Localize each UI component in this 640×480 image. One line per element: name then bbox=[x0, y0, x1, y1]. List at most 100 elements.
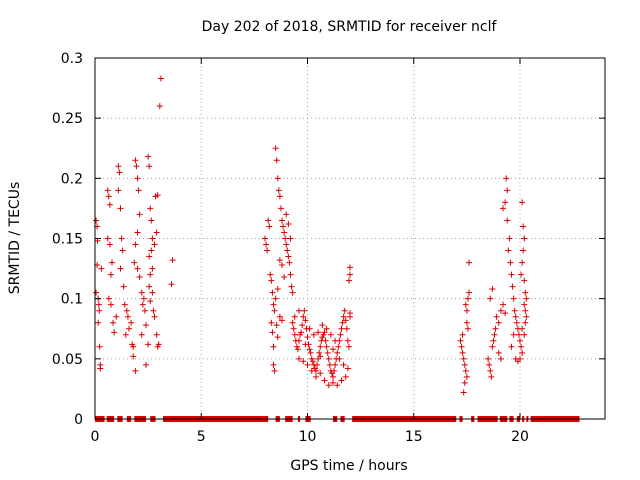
x-axis-label: GPS time / hours bbox=[290, 458, 407, 474]
data-point bbox=[151, 241, 158, 248]
data-point bbox=[279, 317, 285, 324]
data-point bbox=[332, 361, 339, 368]
data-point bbox=[115, 163, 122, 170]
data-point bbox=[149, 265, 156, 272]
data-point bbox=[485, 355, 492, 362]
data-point bbox=[117, 205, 124, 212]
x-tick-label: 0 bbox=[91, 429, 100, 445]
data-point bbox=[290, 325, 297, 332]
data-point bbox=[277, 205, 284, 212]
data-point bbox=[307, 349, 314, 356]
data-point bbox=[268, 277, 275, 284]
data-point bbox=[521, 235, 528, 242]
data-point bbox=[136, 274, 143, 281]
data-point bbox=[134, 265, 141, 272]
data-point bbox=[298, 329, 305, 336]
data-point bbox=[136, 211, 143, 218]
data-point bbox=[343, 325, 350, 332]
data-point bbox=[515, 331, 522, 338]
data-point bbox=[276, 193, 283, 200]
data-point bbox=[145, 153, 152, 160]
data-point bbox=[519, 325, 526, 332]
data-point bbox=[510, 295, 517, 302]
data-point bbox=[274, 286, 281, 293]
data-point bbox=[272, 295, 279, 302]
data-point bbox=[495, 349, 502, 356]
data-point bbox=[155, 341, 162, 348]
data-point bbox=[296, 307, 302, 314]
data-point bbox=[280, 223, 287, 230]
data-point bbox=[106, 201, 113, 208]
data-point bbox=[302, 341, 309, 348]
data-point bbox=[317, 370, 324, 377]
data-point bbox=[287, 235, 294, 242]
data-point bbox=[141, 307, 148, 314]
x-tick-label: 15 bbox=[405, 429, 423, 445]
data-point bbox=[322, 337, 329, 344]
data-point bbox=[522, 319, 529, 326]
data-point bbox=[521, 301, 528, 308]
y-tick-label: 0.1 bbox=[61, 292, 83, 308]
data-point bbox=[291, 313, 298, 320]
data-point bbox=[294, 346, 301, 353]
data-point bbox=[148, 217, 155, 224]
data-point bbox=[332, 337, 339, 344]
data-point bbox=[117, 265, 124, 272]
data-point bbox=[337, 331, 344, 338]
x-tick-label: 20 bbox=[511, 429, 529, 445]
data-point bbox=[495, 319, 502, 326]
data-point bbox=[267, 271, 274, 278]
data-point bbox=[268, 319, 275, 326]
data-point bbox=[93, 217, 100, 224]
data-point bbox=[505, 247, 512, 254]
data-point bbox=[104, 187, 111, 194]
data-point bbox=[291, 331, 298, 338]
data-point bbox=[95, 319, 102, 326]
data-point bbox=[145, 341, 152, 348]
x-tick-label: 10 bbox=[299, 429, 317, 445]
data-point bbox=[503, 175, 510, 182]
data-point bbox=[459, 331, 466, 338]
x-tick-label: 5 bbox=[197, 429, 206, 445]
data-point bbox=[270, 301, 277, 308]
data-point bbox=[323, 343, 330, 350]
data-point bbox=[502, 199, 509, 206]
data-point bbox=[271, 307, 278, 314]
data-point bbox=[336, 355, 343, 362]
data-point bbox=[520, 247, 527, 254]
data-point bbox=[310, 331, 317, 338]
data-point bbox=[266, 223, 273, 230]
data-point bbox=[325, 355, 332, 362]
y-axis-label: SRMTID / TECUs bbox=[7, 182, 23, 295]
data-point bbox=[341, 307, 348, 314]
data-point bbox=[130, 343, 137, 350]
data-point bbox=[138, 331, 145, 338]
data-point bbox=[519, 199, 526, 206]
data-point bbox=[296, 337, 302, 344]
data-point bbox=[119, 247, 126, 254]
y-tick-label: 0.3 bbox=[61, 51, 83, 67]
data-point bbox=[508, 271, 515, 278]
data-point bbox=[128, 319, 135, 326]
data-point bbox=[279, 217, 285, 224]
data-point bbox=[512, 313, 519, 320]
data-point bbox=[113, 313, 120, 320]
data-point bbox=[304, 361, 311, 368]
data-point bbox=[488, 373, 495, 380]
data-point bbox=[306, 325, 313, 332]
data-point bbox=[319, 322, 326, 329]
data-point bbox=[98, 265, 105, 272]
data-point bbox=[146, 163, 153, 170]
data-point bbox=[460, 355, 467, 362]
data-point bbox=[146, 253, 153, 260]
data-point bbox=[105, 193, 112, 200]
data-point bbox=[347, 310, 353, 317]
data-point bbox=[461, 379, 468, 386]
y-tick-label: 0.2 bbox=[61, 171, 83, 187]
data-point bbox=[123, 307, 130, 314]
data-point bbox=[120, 283, 127, 290]
data-point bbox=[521, 277, 528, 284]
data-point bbox=[487, 367, 494, 374]
